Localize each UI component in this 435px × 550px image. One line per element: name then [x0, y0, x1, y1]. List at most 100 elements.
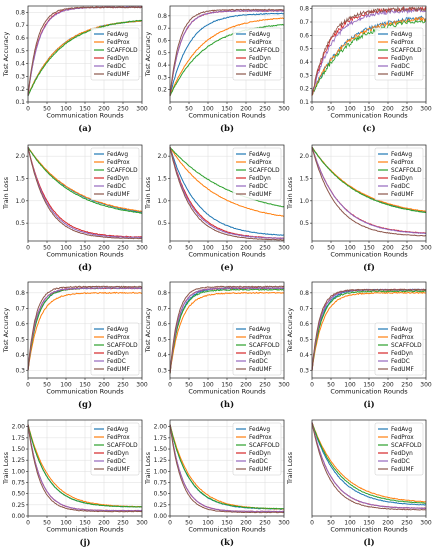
y-tick-label: 0.5 — [299, 220, 309, 227]
x-tick-label: 0 — [310, 382, 314, 389]
y-tick-label: 0.8 — [299, 6, 309, 13]
x-tick-label: 50 — [327, 106, 335, 113]
legend-label: FedProx — [107, 40, 130, 46]
legend-label: FedAvg — [107, 32, 128, 38]
x-tick-label: 150 — [79, 106, 91, 113]
x-tick-label: 300 — [278, 520, 290, 527]
x-tick-label: 0 — [168, 382, 172, 389]
y-tick-label: 1.5 — [157, 175, 167, 182]
y-tick-label: 0.75 — [12, 480, 26, 487]
x-tick-label: 150 — [363, 106, 375, 113]
y-axis-label: Test Accuracy — [2, 32, 10, 78]
y-tick-label: 2.0 — [15, 153, 25, 160]
panel-b: 0 50 100 150 200 250 300 0.2 0.3 0.4 0.5 0.6 0.7 0.8 C… — [144, 5, 290, 134]
x-tick-label: 150 — [79, 520, 91, 527]
y-axis-label: Train Loss — [144, 451, 152, 485]
y-tick-label: 0.3 — [157, 367, 167, 374]
x-tick-label: 50 — [185, 245, 193, 252]
x-tick-label: 200 — [382, 382, 394, 389]
legend: FedAvg FedProx SCAFFOLD FedDyn FedDC FedUMF — [90, 322, 140, 376]
y-tick-label: 1.5 — [15, 175, 25, 182]
x-tick-label: 100 — [344, 245, 356, 252]
legend-label: SCAFFOLD — [391, 48, 422, 54]
x-tick-label: 200 — [240, 245, 252, 252]
x-tick-label: 0 — [26, 106, 30, 113]
legend-label: FedProx — [107, 160, 130, 166]
y-tick-label: 0.4 — [299, 352, 309, 359]
series-line-feddc — [169, 9, 285, 96]
y-tick-label: 2.00 — [12, 424, 26, 431]
series-line-scaffold — [169, 288, 285, 374]
legend-label: FedUMF — [391, 467, 414, 473]
legend-label: FedUMF — [249, 467, 272, 473]
legend-box — [90, 322, 140, 376]
legend-label: FedProx — [391, 335, 414, 341]
series-line-scaffold — [169, 424, 285, 510]
x-tick-label: 250 — [259, 520, 271, 527]
legend-label: FedDyn — [249, 176, 271, 182]
legend: FedAvg FedProx SCAFFOLD FedDyn FedDC FedUMF — [232, 422, 282, 476]
x-tick-label: 100 — [344, 106, 356, 113]
panel-label: (b) — [220, 123, 234, 134]
x-axis-label: Communication Rounds — [46, 388, 124, 396]
legend-label: FedDyn — [391, 451, 413, 457]
legend-box — [90, 27, 140, 81]
legend-box — [374, 147, 424, 201]
x-axis-label: Communication Rounds — [46, 526, 124, 534]
legend-label: FedDyn — [391, 56, 413, 62]
x-tick-label: 50 — [43, 382, 51, 389]
x-tick-label: 150 — [363, 382, 375, 389]
y-tick-label: 0.7 — [157, 25, 167, 32]
series-line-feddyn — [27, 147, 143, 238]
series-line-scaffold — [311, 290, 427, 371]
panel-label: (g) — [78, 399, 92, 410]
x-tick-label: 100 — [60, 245, 72, 252]
legend-label: FedUMF — [249, 72, 272, 78]
panel-f: 0 50 100 150 200 250 300 0.5 1.0 1.5 2.0 Communicat… — [286, 144, 432, 273]
y-tick-label: 0.6 — [299, 321, 309, 328]
series-line-fedprox — [169, 17, 285, 97]
y-tick-label: 0.2 — [15, 86, 25, 93]
y-tick-label: 1.75 — [154, 435, 168, 442]
x-tick-label: 150 — [363, 245, 375, 252]
series-line-fedumf — [311, 422, 427, 511]
series-line-feddc — [311, 146, 426, 234]
y-tick-label: 0.7 — [15, 305, 25, 312]
x-tick-label: 50 — [43, 106, 51, 113]
legend-label: FedDC — [249, 64, 268, 70]
panel-label: (a) — [78, 123, 92, 134]
y-tick-label: 0.3 — [299, 72, 309, 79]
y-tick-label: 0.5 — [157, 50, 167, 57]
legend-box — [232, 27, 282, 81]
legend: FedAvg FedProx SCAFFOLD FedDyn FedDC FedUMF — [232, 147, 282, 201]
x-tick-label: 250 — [401, 382, 413, 389]
legend-label: FedProx — [249, 160, 272, 166]
series-line-scaffold — [311, 146, 427, 214]
x-tick-label: 150 — [221, 245, 233, 252]
legend-label: FedUMF — [249, 367, 272, 373]
panel-i: 0 50 100 150 200 250 300 0.3 0.4 0.5 0.6 0.7 0.8 Comm… — [286, 281, 432, 410]
y-tick-label: 0.25 — [12, 502, 26, 509]
series-line-fedavg — [169, 147, 285, 236]
series-line-fedumf — [27, 285, 143, 371]
y-tick-label: 1.0 — [299, 198, 309, 205]
series-line-fedprox — [169, 291, 285, 374]
x-tick-label: 300 — [420, 106, 432, 113]
legend-label: FedDyn — [391, 351, 413, 357]
x-tick-label: 50 — [43, 520, 51, 527]
x-axis-label: Communication Rounds — [46, 112, 124, 120]
y-axis-label: Train Loss — [2, 451, 10, 485]
legend-label: FedProx — [249, 40, 272, 46]
x-axis-label: Communication Rounds — [330, 112, 408, 120]
y-tick-label: 2.0 — [299, 153, 309, 160]
y-tick-label: 0.00 — [12, 513, 26, 520]
x-tick-label: 300 — [420, 520, 432, 527]
x-axis-label: Communication Rounds — [46, 251, 124, 259]
series-line-fedumf — [169, 147, 285, 241]
y-axis-label: Test Accuracy — [2, 308, 10, 354]
y-tick-label: 0.4 — [157, 62, 167, 69]
series-line-fedumf — [169, 8, 285, 97]
legend-label: SCAFFOLD — [391, 343, 422, 349]
legend-label: FedDyn — [249, 451, 271, 457]
y-axis-label: Test Accuracy — [286, 308, 294, 354]
